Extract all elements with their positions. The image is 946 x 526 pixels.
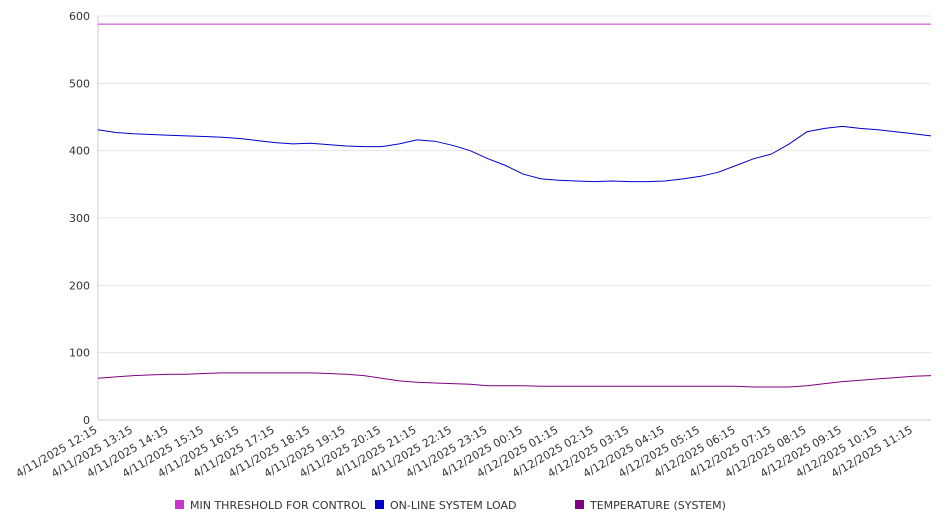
y-tick-label: 300 [69, 212, 90, 225]
y-tick-label: 400 [69, 145, 90, 158]
y-axis: 0 100 200 300 400 500 600 [69, 10, 99, 427]
y-tick-label: 200 [69, 279, 90, 292]
plot-area [97, 23, 932, 388]
x-axis: 4/11/2025 12:154/11/2025 13:154/11/2025 … [14, 419, 931, 480]
y-tick-label: 600 [69, 10, 90, 23]
legend-label-temperature: TEMPERATURE (SYSTEM) [589, 499, 726, 512]
legend-swatch-temperature [575, 500, 584, 509]
series-line-system-load [97, 125, 932, 183]
y-tick-label: 100 [69, 347, 90, 360]
series-line-temperature [97, 372, 932, 388]
legend-swatch-system-load [375, 500, 384, 509]
legend: MIN THRESHOLD FOR CONTROL ON-LINE SYSTEM… [175, 499, 726, 512]
legend-swatch-min-threshold [175, 500, 184, 509]
legend-item-system-load[interactable]: ON-LINE SYSTEM LOAD [375, 499, 516, 512]
gridlines [98, 15, 931, 421]
legend-item-temperature[interactable]: TEMPERATURE (SYSTEM) [575, 499, 726, 512]
y-tick-label: 0 [83, 414, 90, 427]
legend-label-system-load: ON-LINE SYSTEM LOAD [390, 499, 516, 512]
legend-label-min-threshold: MIN THRESHOLD FOR CONTROL [190, 499, 367, 512]
y-tick-label: 500 [69, 77, 90, 90]
legend-item-min-threshold[interactable]: MIN THRESHOLD FOR CONTROL [175, 499, 367, 512]
